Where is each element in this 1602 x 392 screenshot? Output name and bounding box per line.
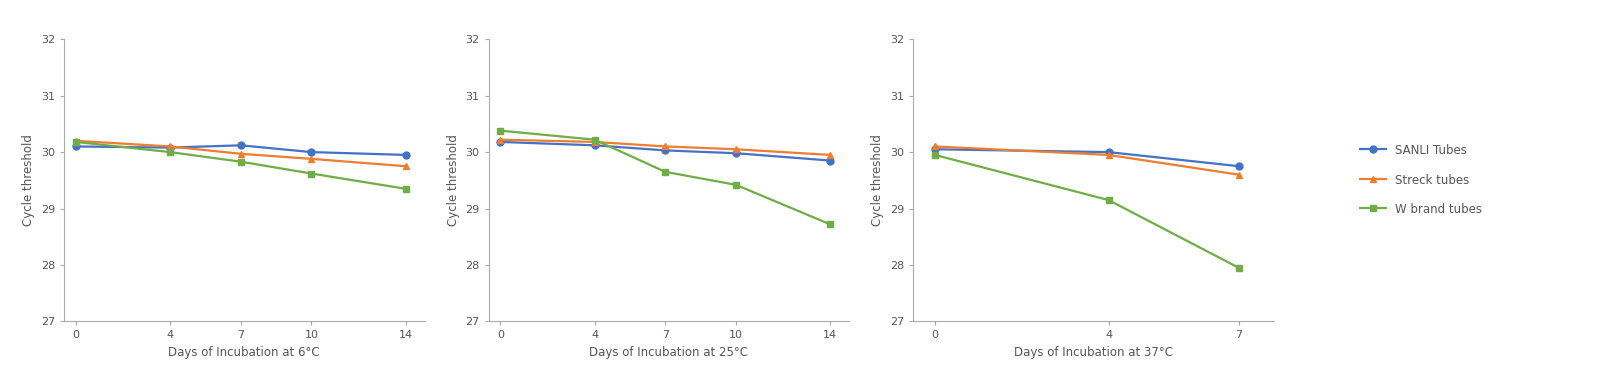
Legend: SANLI Tubes, Streck tubes, W brand tubes: SANLI Tubes, Streck tubes, W brand tubes (1360, 144, 1482, 216)
Y-axis label: Cycle threshold: Cycle threshold (871, 134, 884, 226)
X-axis label: Days of Incubation at 25°C: Days of Incubation at 25°C (590, 346, 748, 359)
Y-axis label: Cycle threshold: Cycle threshold (447, 134, 460, 226)
X-axis label: Days of Incubation at 37°C: Days of Incubation at 37°C (1014, 346, 1173, 359)
Y-axis label: Cycle threshold: Cycle threshold (22, 134, 35, 226)
X-axis label: Days of Incubation at 6°C: Days of Incubation at 6°C (168, 346, 320, 359)
